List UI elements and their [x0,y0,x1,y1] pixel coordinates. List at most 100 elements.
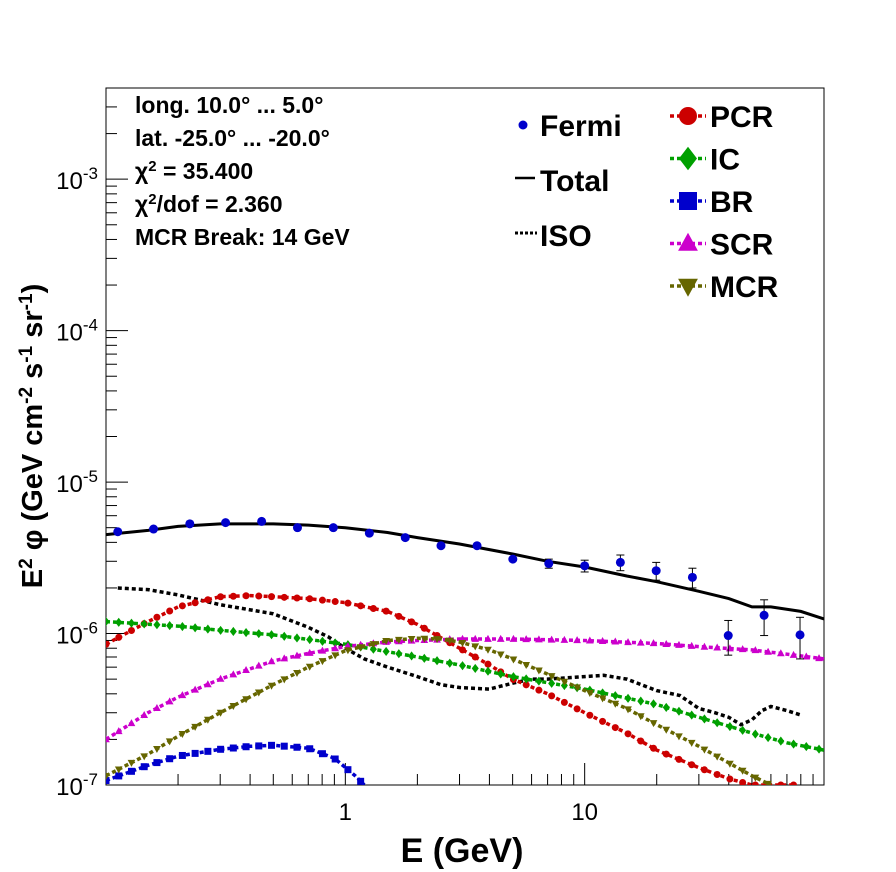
legend-br-marker [679,192,697,210]
series-ic-marker [611,691,619,701]
series-mcr-marker [407,635,416,643]
series-scr-marker [573,636,581,644]
series-br-marker [242,743,250,751]
series-ic-marker [331,638,339,648]
series-br-marker [178,751,186,759]
legend-br-label: BR [710,186,754,219]
series-br-marker [280,742,288,750]
series-mcr-marker [344,647,352,655]
fermi-point [328,523,338,533]
fermi-point [759,610,769,620]
series-mcr-marker [153,746,161,754]
series-br-marker [331,755,339,763]
series-br-marker [255,742,263,750]
info-line: χ2/dof = 2.360 [135,191,283,218]
series-pcr-marker [106,640,110,648]
series-ic-marker [369,644,377,654]
series-scr-marker [764,647,772,655]
series-mcr-marker [700,746,709,754]
fermi-point [687,572,697,582]
y-tick-label: 10-6 [56,619,98,650]
series-ic-marker [700,714,708,724]
series-scr-marker [700,642,709,650]
series-ic-marker [790,739,798,749]
series-mcr-marker [445,637,454,645]
series-pcr-marker [395,612,403,620]
fermi-point [113,527,123,537]
series-pcr-marker [624,730,632,738]
series-mcr-marker [204,716,212,724]
legend-fermi-label: Fermi [540,110,622,143]
series-ic-marker [599,688,607,698]
series-scr-marker [153,703,161,711]
series-ic-marker [637,696,645,706]
series-ic-marker [127,618,135,628]
series-mcr-marker [624,706,632,714]
series-mcr-marker [458,639,467,647]
legend-mcr-label: MCR [710,271,779,304]
series-ic-marker [204,624,212,634]
series-mcr-marker [662,726,671,734]
series-ic-marker [497,669,505,679]
series-scr-marker [776,649,785,657]
series-ic-marker [166,621,174,631]
info-line: lat. -25.0° ... -20.0° [135,125,330,151]
legend: Fermi Total ISO PCR IC BR SCR MCR [515,101,779,304]
series-mcr-marker [675,733,683,741]
series-mcr-marker [178,730,187,738]
series-scr-marker [127,719,136,727]
series-scr-marker [267,657,276,665]
series-ic-marker [764,733,772,743]
legend-scr-marker [678,232,698,251]
series-pcr-marker [713,770,721,778]
series-ic-marker [739,725,747,735]
series-br-marker [106,777,110,785]
series-ic-marker [522,674,530,684]
series-ic-marker [395,649,403,659]
legend-pcr-marker [679,107,697,125]
series-scr-marker [484,634,492,642]
series-ic-marker [446,658,454,668]
series-ic-marker [433,656,441,666]
series-mcr-marker [560,678,569,686]
series-pcr-marker [229,592,237,600]
series-pcr-marker [649,744,657,752]
series-br-marker [153,759,161,767]
series-mcr-marker [382,638,390,646]
series-mcr-marker [394,636,403,644]
series-scr-marker [535,635,543,643]
series-ic-marker [471,663,479,673]
series-pcr-marker [408,618,416,626]
series-pcr-marker [599,717,607,725]
fermi-point [544,559,554,569]
series-scr-marker [636,638,645,646]
series-ic-marker [649,699,657,709]
fermi-point [221,518,231,528]
series-mcr-marker [738,767,747,775]
series-pcr-marker [459,646,467,654]
series-br-marker [140,763,148,771]
series-pcr-marker [471,653,479,661]
series-pcr-marker [204,596,212,604]
series-mcr-marker [254,689,263,697]
series-ic-marker [178,621,186,632]
series-ic-marker [191,623,199,633]
x-tick-label: 10 [571,799,598,826]
series-mcr-marker [229,702,238,710]
series-pcr-marker [318,596,326,604]
series-pcr-marker [178,602,186,610]
series-pcr-marker [191,599,199,607]
series-mcr-marker [585,690,594,698]
series-br-marker [357,777,365,785]
series-pcr-marker [637,737,645,745]
info-line: χ2 = 35.400 [135,158,253,185]
series-scr-marker [331,644,340,652]
series-mcr-marker [293,669,301,677]
series-scr-marker [191,685,199,693]
series-pcr-marker [344,599,352,607]
series-ic-marker [115,617,123,627]
fermi-point [615,557,625,567]
series-mcr-marker [369,641,378,649]
series-iso-line [117,586,802,727]
series-mcr-marker [280,676,289,684]
